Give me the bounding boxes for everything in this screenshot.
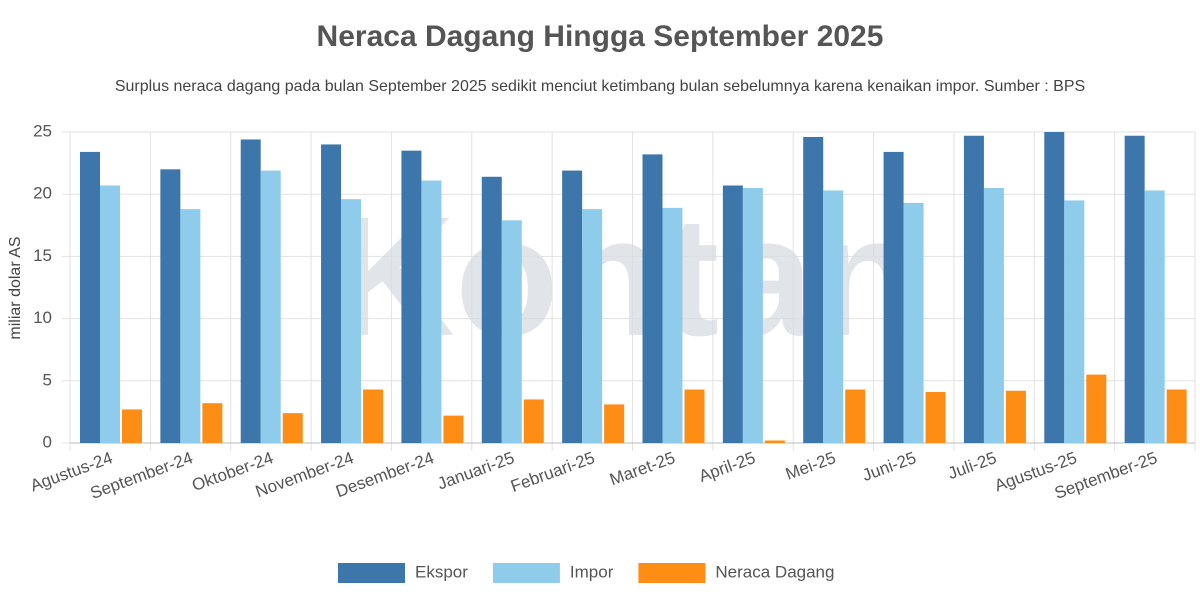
x-tick-label: Januari-25 <box>435 448 517 493</box>
bar <box>684 389 705 443</box>
legend-swatch <box>638 563 706 583</box>
y-tick-label: 15 <box>33 246 52 265</box>
bar <box>180 209 201 443</box>
bar <box>604 404 625 443</box>
bar <box>963 135 984 443</box>
x-tick-label: Maret-25 <box>607 448 677 489</box>
bar <box>662 207 683 443</box>
bar <box>582 209 603 443</box>
bar <box>1005 390 1026 443</box>
legend-label: Neraca Dagang <box>715 562 834 581</box>
bar <box>481 176 502 443</box>
bar <box>80 151 100 444</box>
bar <box>401 150 422 443</box>
bar <box>363 389 384 443</box>
legend-label: Impor <box>570 562 614 581</box>
bar <box>122 409 142 443</box>
bar <box>562 170 583 443</box>
bar <box>642 154 663 443</box>
bar <box>1064 200 1085 443</box>
y-tick-label: 5 <box>43 370 52 389</box>
bar <box>845 389 866 443</box>
y-tick-label: 0 <box>43 432 52 451</box>
bar <box>883 151 904 444</box>
bar <box>1124 135 1145 443</box>
bar <box>100 185 120 443</box>
bar <box>764 440 785 443</box>
x-tick-label: Mei-25 <box>783 448 838 484</box>
legend-label: Ekspor <box>415 562 468 581</box>
bar <box>925 391 946 443</box>
bar <box>260 170 281 443</box>
chart-subtitle: Surplus neraca dagang pada bulan Septemb… <box>115 78 1085 95</box>
legend-swatch <box>492 563 560 583</box>
x-tick-label: April-25 <box>696 448 758 486</box>
chart-title: Neraca Dagang Hingga September 2025 <box>317 20 884 53</box>
bar <box>803 136 824 443</box>
bar <box>421 180 442 444</box>
bar <box>742 187 763 443</box>
bar <box>823 190 844 443</box>
bar <box>240 139 261 444</box>
x-tick-label: Juli-25 <box>945 448 999 483</box>
y-tick-label: 25 <box>33 121 52 140</box>
bar <box>501 220 522 443</box>
bar <box>1144 190 1165 443</box>
x-tick-label: Juni-25 <box>860 448 919 485</box>
bar <box>1086 374 1107 443</box>
bar <box>983 187 1004 443</box>
bar <box>722 185 743 443</box>
bar <box>282 413 303 443</box>
bar <box>1044 132 1065 443</box>
y-tick-label: 10 <box>33 308 52 327</box>
bar <box>903 202 924 443</box>
bar <box>523 399 544 443</box>
x-tick-label: Februari-25 <box>508 448 597 496</box>
bar <box>202 403 223 443</box>
bar <box>160 169 181 443</box>
bar <box>321 144 342 443</box>
bar <box>443 415 464 443</box>
y-tick-label: 20 <box>33 184 52 203</box>
y-axis-label: miliar dolar AS <box>7 236 24 339</box>
bar <box>1166 389 1187 443</box>
legend-swatch <box>338 563 405 583</box>
bar <box>341 199 362 443</box>
